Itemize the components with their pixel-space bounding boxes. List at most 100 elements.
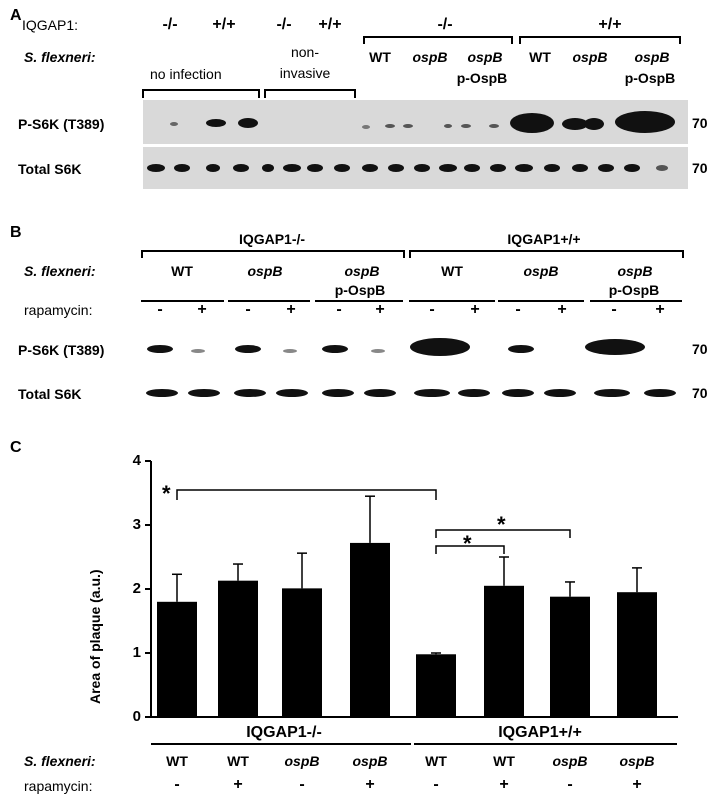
- rapa-b-4: +: [286, 301, 296, 318]
- rapa-c-4: +: [365, 776, 375, 793]
- rapa-b-5: -: [336, 301, 342, 318]
- iqgap-label: IQGAP1:: [22, 17, 79, 33]
- rapa-b-12: +: [655, 301, 665, 318]
- strain-b-6b: p-OspB: [608, 282, 660, 298]
- genotype-b-2: IQGAP1+/+: [507, 231, 581, 247]
- strain-c-7: ospB: [552, 753, 588, 769]
- y-tick-label-0: 0: [132, 708, 141, 725]
- genotype-c-2: IQGAP1+/+: [498, 724, 582, 741]
- underline-b-6: [590, 300, 682, 302]
- genotype-a-4: +/+: [318, 16, 342, 33]
- rapamycin-label-c: rapamycin:: [24, 778, 93, 794]
- bracket-b-plus-tick-r: [682, 250, 684, 258]
- bracket-no-infection-tick-l: [142, 89, 144, 98]
- strain-a-5: ospB: [572, 49, 608, 65]
- strain-b-5: ospB: [523, 263, 559, 279]
- rapa-c-7: -: [567, 776, 573, 793]
- bar-6: [484, 585, 524, 717]
- row-label-b-phospho: P-S6K (T389): [18, 342, 105, 358]
- panel-b-label: B: [10, 224, 22, 241]
- strain-c-4: ospB: [352, 753, 388, 769]
- underline-b-5: [498, 300, 584, 302]
- genotype-a-1: -/-: [162, 16, 178, 33]
- sig-star-3: *: [497, 512, 506, 537]
- group-no-infection: no infection: [150, 66, 222, 82]
- strain-c-2: WT: [227, 753, 249, 769]
- genotype-a-5: -/-: [437, 16, 453, 33]
- y-tick-label-2: 2: [132, 580, 141, 597]
- bracket-b-minus-tick-r: [403, 250, 405, 258]
- strain-a-3b: p-OspB: [456, 70, 508, 86]
- bracket-b-minus: [141, 250, 405, 252]
- strain-b-3: ospB: [344, 263, 380, 279]
- group-non: non-: [290, 44, 320, 60]
- genotype-b-1: IQGAP1-/-: [238, 231, 306, 247]
- rapa-c-5: -: [433, 776, 439, 793]
- bar-1: [157, 601, 197, 717]
- rapa-c-3: -: [299, 776, 305, 793]
- bracket-no-infection: [142, 89, 260, 91]
- rapa-b-11: -: [611, 301, 617, 318]
- sig-bracket-1: [176, 489, 437, 500]
- underline-b-4: [409, 300, 495, 302]
- strain-b-3b: p-OspB: [334, 282, 386, 298]
- strain-c-8: ospB: [619, 753, 655, 769]
- row-label-b-total: Total S6K: [18, 386, 82, 402]
- bar-7: [550, 596, 590, 717]
- bracket-a-plus-tick-l: [519, 36, 521, 44]
- bracket-c-minus: [151, 743, 411, 745]
- bar-8: [617, 592, 657, 717]
- strain-c-3: ospB: [284, 753, 320, 769]
- bar-2: [218, 580, 258, 717]
- rapa-b-7: -: [429, 301, 435, 318]
- strain-label-a: S. flexneri:: [24, 49, 96, 65]
- rapa-b-2: +: [197, 301, 207, 318]
- sig-bracket-2: [435, 545, 505, 554]
- sig-star-1: *: [162, 481, 171, 506]
- rapa-b-8: +: [470, 301, 480, 318]
- strain-label-c: S. flexneri:: [24, 753, 96, 769]
- group-invasive: invasive: [279, 65, 331, 81]
- rapa-c-6: +: [499, 776, 509, 793]
- genotype-a-2: +/+: [212, 16, 236, 33]
- genotype-c-1: IQGAP1-/-: [246, 724, 322, 741]
- rapa-b-9: -: [515, 301, 521, 318]
- bar-4: [350, 542, 390, 717]
- strain-b-4: WT: [441, 263, 463, 279]
- strain-a-2: ospB: [412, 49, 448, 65]
- strain-a-6b: p-OspB: [624, 70, 676, 86]
- genotype-a-6: +/+: [598, 16, 622, 33]
- bracket-a-minus-tick-r: [511, 36, 513, 44]
- rapa-c-8: +: [632, 776, 642, 793]
- strain-a-6: ospB: [634, 49, 670, 65]
- strain-a-3: ospB: [467, 49, 503, 65]
- sig-bracket-3: [435, 529, 571, 538]
- rapa-c-2: +: [233, 776, 243, 793]
- bracket-a-plus-tick-r: [679, 36, 681, 44]
- rapa-b-6: +: [375, 301, 385, 318]
- row-label-a-total: Total S6K: [18, 161, 82, 177]
- y-tick-label-4: 4: [132, 452, 141, 469]
- strain-label-b: S. flexneri:: [24, 263, 96, 279]
- bar-3: [282, 588, 322, 717]
- bracket-c-plus: [414, 743, 677, 745]
- strain-b-1: WT: [171, 263, 193, 279]
- strain-c-6: WT: [493, 753, 515, 769]
- bracket-a-minus: [363, 36, 513, 38]
- mw-b-phospho: 70: [692, 341, 708, 357]
- bracket-non-invasive-tick-r: [354, 89, 356, 98]
- y-tick-label-3: 3: [132, 516, 141, 533]
- rapa-b-3: -: [245, 301, 251, 318]
- bracket-b-plus: [409, 250, 684, 252]
- bracket-non-invasive-tick-l: [264, 89, 266, 98]
- bracket-b-minus-tick-l: [141, 250, 143, 258]
- bracket-non-invasive: [264, 89, 356, 91]
- bracket-a-minus-tick-l: [363, 36, 365, 44]
- mw-b-total: 70: [692, 385, 708, 401]
- mw-a-total: 70: [692, 160, 708, 176]
- row-label-a-phospho: P-S6K (T389): [18, 116, 105, 132]
- strain-c-5: WT: [425, 753, 447, 769]
- strain-b-2: ospB: [247, 263, 283, 279]
